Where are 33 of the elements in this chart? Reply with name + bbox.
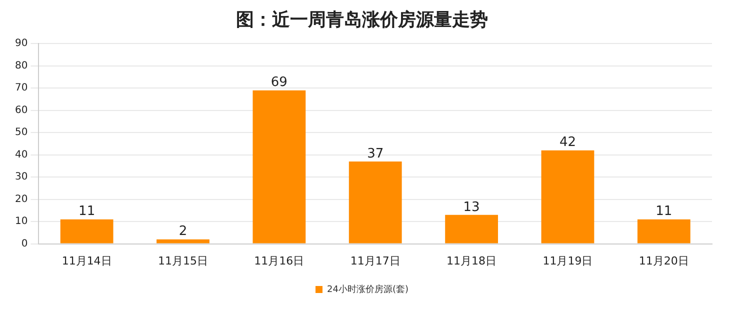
y-tick-label: 40 — [14, 149, 28, 160]
y-tick-label: 10 — [14, 216, 28, 228]
data-label: 13 — [463, 200, 480, 215]
y-tick-label: 30 — [14, 172, 28, 183]
x-tick-label: 11月16日 — [254, 254, 304, 268]
data-label: 11 — [656, 204, 672, 220]
x-tick-label: 11月14日 — [62, 254, 112, 268]
bar — [156, 239, 210, 244]
data-label: 2 — [178, 224, 188, 240]
bar — [348, 161, 402, 244]
y-tick-label: 20 — [14, 194, 28, 205]
data-label: 11 — [78, 204, 96, 220]
x-tick-label: 11月18日 — [446, 254, 497, 268]
y-tick-label: 80 — [14, 60, 28, 72]
legend-label: 24小时涨价房源(套) — [327, 284, 408, 295]
data-label: 42 — [559, 135, 576, 150]
x-tick-label: 11月19日 — [542, 254, 593, 268]
y-tick-label: 50 — [14, 127, 28, 138]
bar — [541, 150, 594, 244]
x-tick-label: 11月20日 — [638, 254, 689, 268]
y-tick-label: 70 — [14, 82, 28, 94]
x-tick-label: 11月15日 — [158, 254, 208, 268]
y-tick-label: 60 — [14, 104, 28, 116]
bar — [637, 219, 690, 244]
y-tick-label: 0 — [21, 238, 28, 250]
bar — [445, 214, 498, 244]
x-tick-label: 11月17日 — [350, 254, 400, 268]
chart-title: 图：近一周青岛涨价房源量走势 — [236, 9, 488, 30]
data-label: 69 — [270, 75, 288, 90]
data-label: 37 — [367, 146, 384, 162]
y-tick-label: 90 — [14, 38, 28, 50]
bar — [252, 90, 306, 244]
bar — [60, 219, 114, 244]
